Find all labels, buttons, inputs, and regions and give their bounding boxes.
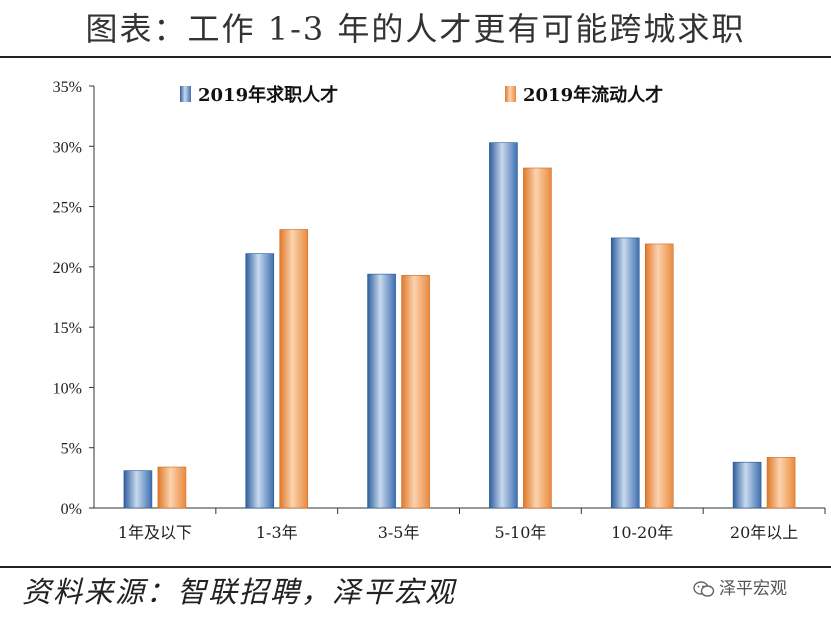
y-tick-label: 0% [61, 501, 82, 518]
bar-mobile-talent [401, 274, 430, 509]
watermark-text: 泽平宏观 [719, 579, 787, 599]
legend-swatch [505, 86, 516, 102]
bar-job-seekers [123, 470, 153, 509]
bar-job-seekers [489, 142, 518, 509]
bar-job-seekers [610, 237, 640, 509]
title-divider [0, 56, 831, 58]
bar-job-seekers [245, 253, 275, 509]
chart-title: 图表：工作 1-3 年的人才更有可能跨城求职 [85, 10, 746, 48]
y-tick-label: 20% [53, 260, 82, 277]
y-tick-label: 5% [61, 441, 82, 458]
legend-label: 2019年流动人才 [523, 84, 663, 106]
bar-job-seekers [732, 461, 762, 509]
x-tick-label: 5-10年 [494, 523, 546, 542]
bar-mobile-talent [523, 167, 552, 509]
bar-mobile-talent [644, 243, 674, 509]
legend-label: 2019年求职人才 [198, 84, 338, 106]
wechat-icon [693, 581, 715, 597]
x-tick-label: 1-3年 [256, 523, 298, 542]
x-tick-label: 20年以上 [730, 523, 798, 542]
chart-area: 0% 5% 10% 15% 20% 25% 30% 35% 1年及以下 1-3年 3-5年 5-10年… [0, 58, 831, 566]
bar-mobile-talent [157, 466, 187, 509]
footer-divider [0, 566, 831, 568]
y-tick-label: 35% [53, 79, 82, 96]
y-tick-label: 10% [53, 380, 82, 397]
source-note: 资料来源：智联招聘，泽平宏观 [22, 575, 457, 609]
y-tick-label: 30% [53, 139, 82, 156]
x-tick-label: 1年及以下 [118, 523, 192, 542]
y-tick-label: 15% [53, 320, 82, 337]
legend-swatch [180, 86, 191, 102]
x-tick-label: 10-20年 [611, 523, 673, 542]
watermark: 泽平宏观 [693, 578, 787, 600]
bar-chart: 0% 5% 10% 15% 20% 25% 30% 35% 1年及以下 1-3年 3-5年 5-10年… [53, 79, 826, 542]
bar-job-seekers [367, 273, 396, 509]
x-tick-label: 3-5年 [378, 523, 420, 542]
bar-mobile-talent [766, 457, 796, 509]
bar-mobile-talent [279, 229, 309, 509]
y-tick-label: 25% [53, 200, 82, 217]
